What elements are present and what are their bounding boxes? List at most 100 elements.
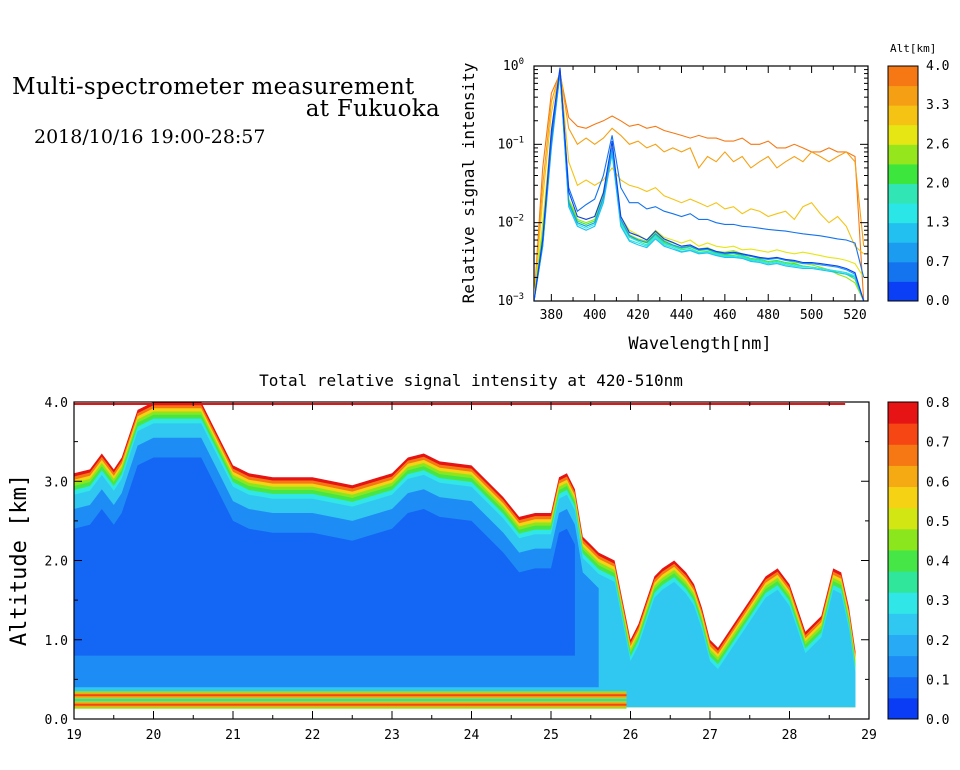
heatmap-xtick-label-10: 29	[861, 728, 877, 743]
altitude-colorbar-segment-5	[888, 183, 918, 204]
spectrum-xtick-label-4: 460	[713, 308, 736, 323]
heatmap-xtick-label-1: 20	[146, 728, 162, 743]
heatmap-xtick-label-3: 22	[305, 728, 321, 743]
intensity-colorbar-label-4: 0.4	[926, 555, 950, 570]
low-band-core-1	[74, 703, 627, 706]
spectrum-series-group	[534, 67, 865, 301]
heatmap-ytick-label-4: 4.0	[45, 396, 68, 411]
altitude-colorbar: 4.0 3.3 2.6 2.0 1.3 0.7 0.0	[887, 59, 949, 309]
altitude-colorbar-segment-0	[888, 281, 918, 302]
altitude-colorbar-label-4: 1.3	[926, 216, 949, 231]
spectrum-xtick-label-1: 400	[583, 308, 606, 323]
intensity-colorbar-segment-10	[888, 486, 918, 509]
intensity-colorbar-label-5: 0.3	[926, 594, 949, 609]
intensity-colorbar-segment-8	[888, 528, 918, 551]
cloud-body-deep-blue	[74, 457, 575, 656]
intensity-colorbar-segment-4	[888, 613, 918, 635]
intensity-colorbar-label-8: 0.0	[926, 713, 949, 728]
heatmap-xtick-label-4: 23	[384, 728, 400, 743]
spectrum-xlabel: Wavelength[nm]	[628, 334, 771, 354]
low-band-core-0	[74, 694, 627, 697]
heatmap-xtick-label-7: 26	[623, 728, 639, 743]
altitude-colorbar-segment-7	[888, 144, 918, 165]
spectrum-ytick-label-0: 100	[503, 57, 524, 74]
altitude-colorbar-segment-1	[888, 261, 918, 282]
spectrum-series-1	[534, 71, 865, 301]
intensity-colorbar-label-7: 0.1	[926, 673, 949, 688]
heatmap-ytick-label-0: 0.0	[45, 713, 68, 728]
spectrum-xtick-label-5: 480	[756, 308, 779, 323]
spectrum-series-0	[534, 71, 865, 301]
altitude-colorbar-segment-8	[888, 124, 918, 145]
intensity-colorbar-segment-7	[888, 549, 918, 572]
heatmap-xtick-label-5: 24	[464, 728, 480, 743]
intensity-colorbar-segment-2	[888, 655, 918, 678]
spectrum-plot-frame	[533, 65, 869, 302]
intensity-colorbar-label-1: 0.7	[926, 436, 949, 451]
spectrum-xtick-label-6: 500	[800, 308, 823, 323]
altitude-colorbar-label-2: 2.6	[926, 137, 949, 152]
intensity-colorbar-segment-5	[888, 592, 918, 614]
altitude-colorbar-segment-11	[888, 66, 918, 87]
altitude-colorbar-label-3: 2.0	[926, 177, 949, 192]
spectrum-xtick-label-7: 520	[843, 308, 866, 323]
altitude-colorbar-segment-9	[888, 105, 918, 126]
altitude-colorbar-label-1: 3.3	[926, 98, 949, 113]
spectrum-ytick-label-2: 10−2	[498, 214, 525, 231]
altitude-colorbar-label-0: 4.0	[926, 59, 949, 74]
heatmap-xtick-label-0: 19	[66, 728, 82, 743]
spectrum-x-axis: 380 400 420 440 460 480 500 520	[540, 66, 867, 323]
spectrum-series-2	[534, 69, 865, 301]
altitude-colorbar-label-6: 0.0	[926, 294, 949, 309]
heatmap-y-axis: 0.0 1.0 2.0 3.0 4.0	[45, 396, 869, 728]
intensity-colorbar-segment-3	[888, 634, 918, 657]
main-title-line2: at Fukuoka	[305, 96, 440, 122]
spectrum-series-8	[534, 73, 865, 301]
heatmap-ylabel: Altitude [km]	[7, 474, 32, 646]
spectrum-xtick-label-0: 380	[540, 308, 563, 323]
spectrum-series-10	[534, 69, 865, 301]
intensity-colorbar-segment-1	[888, 676, 918, 699]
heatmap-ytick-label-1: 1.0	[45, 634, 68, 649]
spectrum-xtick-label-3: 440	[670, 308, 693, 323]
intensity-colorbar-label-6: 0.2	[926, 634, 949, 649]
main-title-line1: Multi-spectrometer measurement	[12, 74, 415, 100]
heatmap-ytick-label-2: 2.0	[45, 555, 68, 570]
altitude-colorbar-segment-2	[888, 242, 918, 263]
spectrum-ylabel: Relative signal intensity	[459, 62, 478, 303]
heatmap-ytick-label-3: 3.0	[45, 475, 68, 490]
spectrum-ytick-label-3: 10−3	[498, 292, 525, 309]
altitude-colorbar-title: Alt[km]	[890, 42, 936, 55]
heatmap-xtick-label-2: 21	[225, 728, 241, 743]
altitude-colorbar-segment-6	[888, 163, 918, 184]
intensity-colorbar-segment-11	[888, 465, 918, 488]
intensity-colorbar-segment-12	[888, 444, 918, 466]
heatmap-chart: Total relative signal intensity at 420-5…	[7, 371, 950, 743]
measurement-datetime: 2018/10/16 19:00-28:57	[34, 126, 266, 148]
spectrum-ytick-label-1: 10−1	[498, 135, 525, 152]
intensity-colorbar: 0.8 0.7 0.6 0.5 0.4 0.3 0.2 0.1 0.0	[887, 396, 950, 728]
intensity-colorbar-segment-9	[888, 507, 918, 530]
altitude-colorbar-segment-4	[888, 203, 918, 224]
intensity-colorbar-label-0: 0.8	[926, 396, 949, 411]
intensity-colorbar-frame	[887, 401, 919, 720]
heatmap-data	[74, 402, 856, 709]
heatmap-xtick-label-6: 25	[543, 728, 559, 743]
spectrum-xtick-label-2: 420	[626, 308, 649, 323]
spectrum-series-11	[534, 67, 865, 301]
heatmap-title: Total relative signal intensity at 420-5…	[259, 371, 683, 390]
intensity-colorbar-segment-6	[888, 571, 918, 593]
altitude-colorbar-segment-3	[888, 222, 918, 243]
spectrum-chart: 380 400 420 440 460 480 500 520 100 10−1 10−2 10−3…	[459, 42, 949, 354]
spectrum-y-axis: 100 10−1 10−2 10−3	[498, 57, 868, 309]
spectrum-series-7	[534, 72, 865, 301]
altitude-colorbar-segment-10	[888, 85, 918, 106]
intensity-colorbar-segment-0	[888, 697, 918, 720]
spectrum-series-9	[534, 71, 865, 301]
intensity-colorbar-label-3: 0.5	[926, 515, 949, 530]
intensity-colorbar-segment-14	[888, 402, 918, 424]
altitude-colorbar-label-5: 0.7	[926, 255, 949, 270]
intensity-colorbar-segment-13	[888, 423, 918, 445]
altitude-colorbar-frame	[887, 65, 919, 302]
